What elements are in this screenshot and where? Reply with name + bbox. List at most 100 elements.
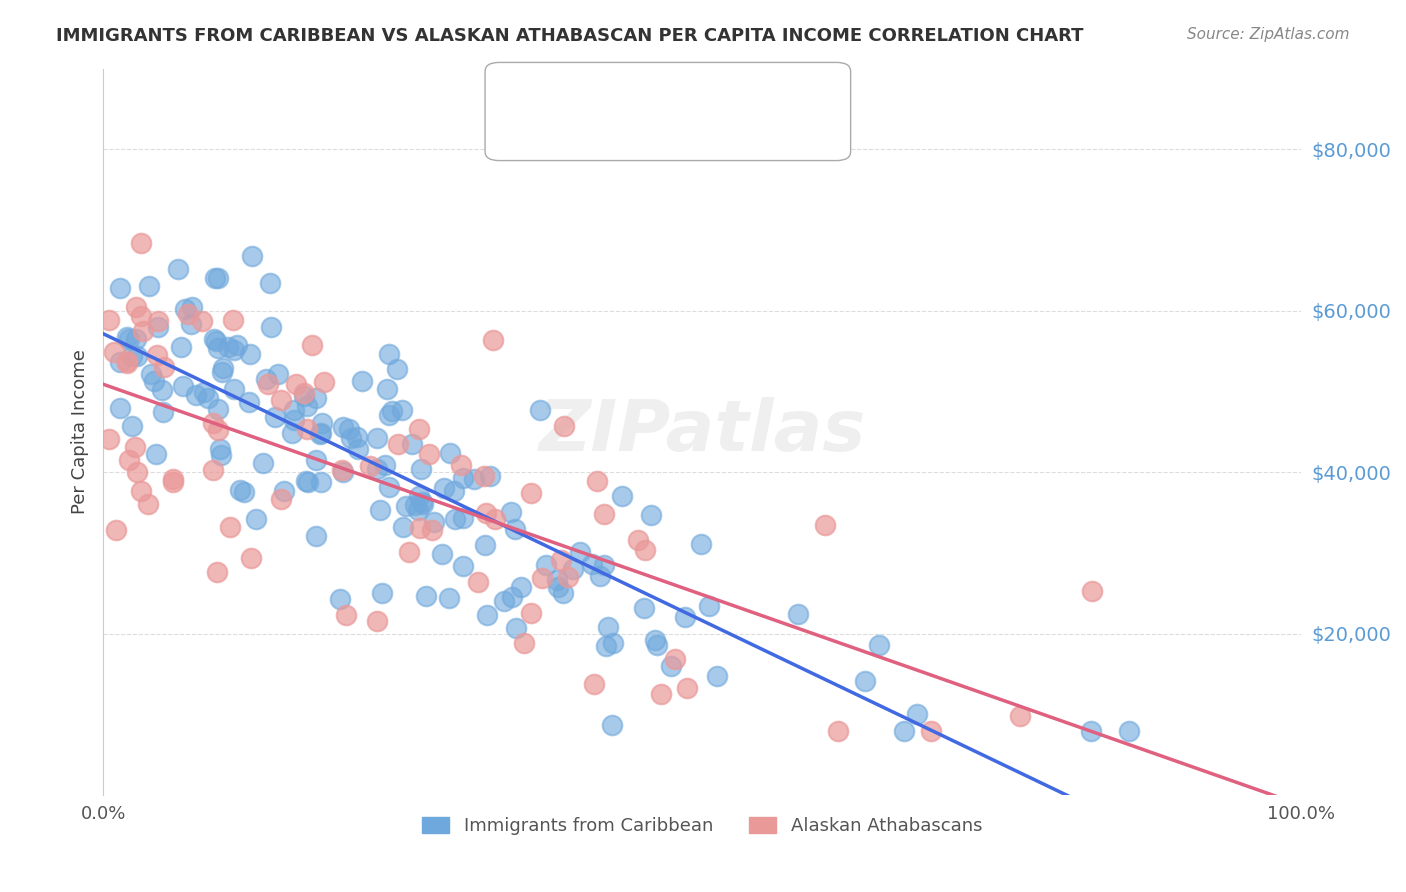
Immigrants from Caribbean [125,349,148,363]
Immigrants from Caribbean [145,446,167,460]
Immigrants from Caribbean [633,601,655,615]
Immigrants from Caribbean [415,589,437,603]
Immigrants from Caribbean [509,580,531,594]
Immigrants from Caribbean [474,538,496,552]
Immigrants from Caribbean [108,281,131,295]
Immigrants from Caribbean [209,442,232,457]
Immigrants from Caribbean [152,404,174,418]
Immigrants from Caribbean [346,430,368,444]
Immigrants from Caribbean [260,320,283,334]
Alaskan Athabascans [827,723,849,738]
Immigrants from Caribbean [172,378,194,392]
Immigrants from Caribbean [308,426,330,441]
Alaskan Athabascans [557,570,579,584]
Immigrants from Caribbean [581,558,603,572]
Immigrants from Caribbean [115,330,138,344]
Immigrants from Caribbean [411,495,433,509]
Immigrants from Caribbean [385,362,408,376]
Immigrants from Caribbean [173,301,195,316]
Immigrants from Caribbean [280,426,302,441]
Immigrants from Caribbean [368,503,391,517]
Immigrants from Caribbean [501,590,523,604]
Immigrants from Caribbean [375,382,398,396]
Immigrants from Caribbean [444,511,467,525]
Immigrants from Caribbean [108,354,131,368]
Immigrants from Caribbean [391,403,413,417]
Alaskan Athabascans [1008,708,1031,723]
Text: IMMIGRANTS FROM CARIBBEAN VS ALASKAN ATHABASCAN PER CAPITA INCOME CORRELATION CH: IMMIGRANTS FROM CARIBBEAN VS ALASKAN ATH… [56,27,1084,45]
Alaskan Athabascans [222,313,245,327]
Immigrants from Caribbean [595,639,617,653]
Alaskan Athabascans [420,524,443,538]
Alaskan Athabascans [297,422,319,436]
Immigrants from Caribbean [494,593,516,607]
Immigrants from Caribbean [592,558,614,573]
Immigrants from Caribbean [217,340,239,354]
Text: ■: ■ [510,115,531,135]
Alaskan Athabascans [650,687,672,701]
Immigrants from Caribbean [381,404,404,418]
Alaskan Athabascans [467,574,489,589]
Immigrants from Caribbean [222,382,245,396]
Legend: Immigrants from Caribbean, Alaskan Athabascans: Immigrants from Caribbean, Alaskan Athab… [413,808,991,845]
Alaskan Athabascans [176,307,198,321]
Immigrants from Caribbean [551,585,574,599]
Immigrants from Caribbean [673,609,696,624]
Text: R = -0.530   N =  73: R = -0.530 N = 73 [530,116,730,134]
Immigrants from Caribbean [204,334,226,348]
Immigrants from Caribbean [305,529,328,543]
Alaskan Athabascans [301,338,323,352]
Immigrants from Caribbean [240,250,263,264]
Immigrants from Caribbean [254,372,277,386]
Alaskan Athabascans [129,484,152,499]
Immigrants from Caribbean [423,515,446,529]
Immigrants from Caribbean [505,621,527,635]
Immigrants from Caribbean [259,276,281,290]
Immigrants from Caribbean [273,484,295,499]
Alaskan Athabascans [409,521,432,535]
Immigrants from Caribbean [602,636,624,650]
Immigrants from Caribbean [150,383,173,397]
Immigrants from Caribbean [222,343,245,357]
Alaskan Athabascans [520,486,543,500]
Immigrants from Caribbean [309,425,332,440]
Immigrants from Caribbean [202,332,225,346]
Immigrants from Caribbean [786,607,808,621]
Immigrants from Caribbean [108,401,131,415]
Alaskan Athabascans [634,542,657,557]
Alaskan Athabascans [270,491,292,506]
Alaskan Athabascans [115,353,138,368]
Immigrants from Caribbean [371,586,394,600]
Immigrants from Caribbean [184,388,207,402]
Alaskan Athabascans [294,386,316,401]
Immigrants from Caribbean [589,569,612,583]
Alaskan Athabascans [593,507,616,521]
Immigrants from Caribbean [412,497,434,511]
Immigrants from Caribbean [181,300,204,314]
Immigrants from Caribbean [204,271,226,285]
Alaskan Athabascans [553,419,575,434]
Alaskan Athabascans [387,437,409,451]
Immigrants from Caribbean [406,502,429,516]
Immigrants from Caribbean [245,512,267,526]
Alaskan Athabascans [124,440,146,454]
Alaskan Athabascans [152,359,174,374]
Immigrants from Caribbean [610,489,633,503]
Immigrants from Caribbean [401,437,423,451]
Alaskan Athabascans [190,314,212,328]
Alaskan Athabascans [312,376,335,390]
Alaskan Athabascans [1081,583,1104,598]
Immigrants from Caribbean [598,620,620,634]
Immigrants from Caribbean [197,391,219,405]
Alaskan Athabascans [520,606,543,620]
Immigrants from Caribbean [125,332,148,346]
Immigrants from Caribbean [451,471,474,485]
Immigrants from Caribbean [568,545,591,559]
Alaskan Athabascans [118,452,141,467]
Immigrants from Caribbean [659,659,682,673]
Alaskan Athabascans [117,356,139,370]
Immigrants from Caribbean [451,511,474,525]
Immigrants from Caribbean [294,475,316,489]
Alaskan Athabascans [125,466,148,480]
Immigrants from Caribbean [238,395,260,409]
